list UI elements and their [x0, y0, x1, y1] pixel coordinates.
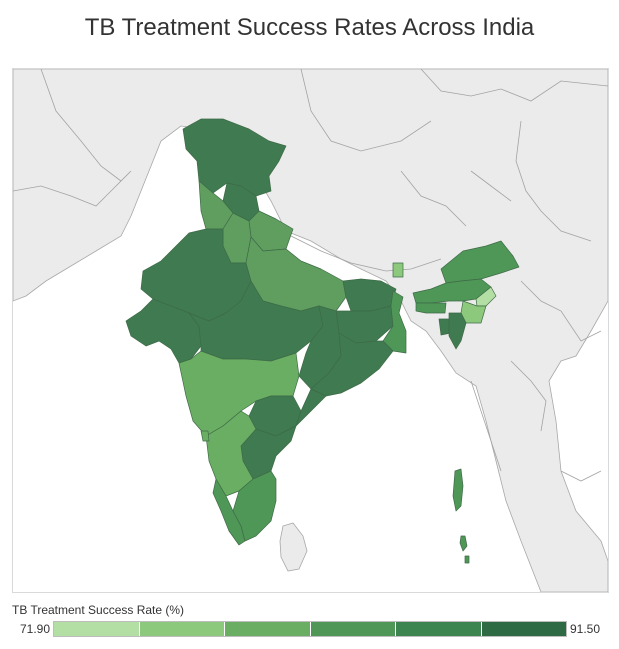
state-mizoram[interactable] [448, 312, 467, 350]
andaman-islands[interactable] [452, 468, 464, 512]
state-west-bengal[interactable] [382, 290, 407, 354]
legend-swatch-1 [54, 622, 140, 636]
legend-title: TB Treatment Success Rate (%) [12, 603, 185, 617]
state-goa[interactable] [200, 430, 210, 442]
sri-lanka [279, 522, 308, 572]
country-borders [13, 69, 608, 482]
legend-swatch-4 [310, 622, 396, 636]
map-title: TB Treatment Success Rates Across India [84, 14, 535, 41]
state-kerala[interactable] [212, 478, 246, 546]
state-jammu-kashmir[interactable] [182, 118, 287, 197]
nicobar-islands[interactable] [459, 535, 470, 564]
base-map [13, 69, 608, 592]
state-gujarat[interactable] [125, 298, 202, 364]
state-meghalaya[interactable] [415, 302, 447, 314]
legend-min-label: 71.90 [19, 622, 50, 636]
india-states[interactable] [125, 118, 520, 564]
color-legend [53, 621, 567, 637]
state-odisha[interactable] [310, 332, 394, 397]
state-tamil-nadu[interactable] [232, 470, 277, 542]
choropleth-map[interactable] [12, 68, 609, 593]
legend-swatch-6 [481, 622, 566, 636]
legend-swatch-5 [396, 622, 482, 636]
legend-max-label: 91.50 [570, 622, 601, 636]
state-sikkim[interactable] [392, 262, 404, 278]
state-nagaland[interactable] [475, 286, 497, 307]
legend-swatch-3 [225, 622, 311, 636]
north-landmass [13, 69, 608, 592]
legend-swatch-2 [139, 622, 225, 636]
